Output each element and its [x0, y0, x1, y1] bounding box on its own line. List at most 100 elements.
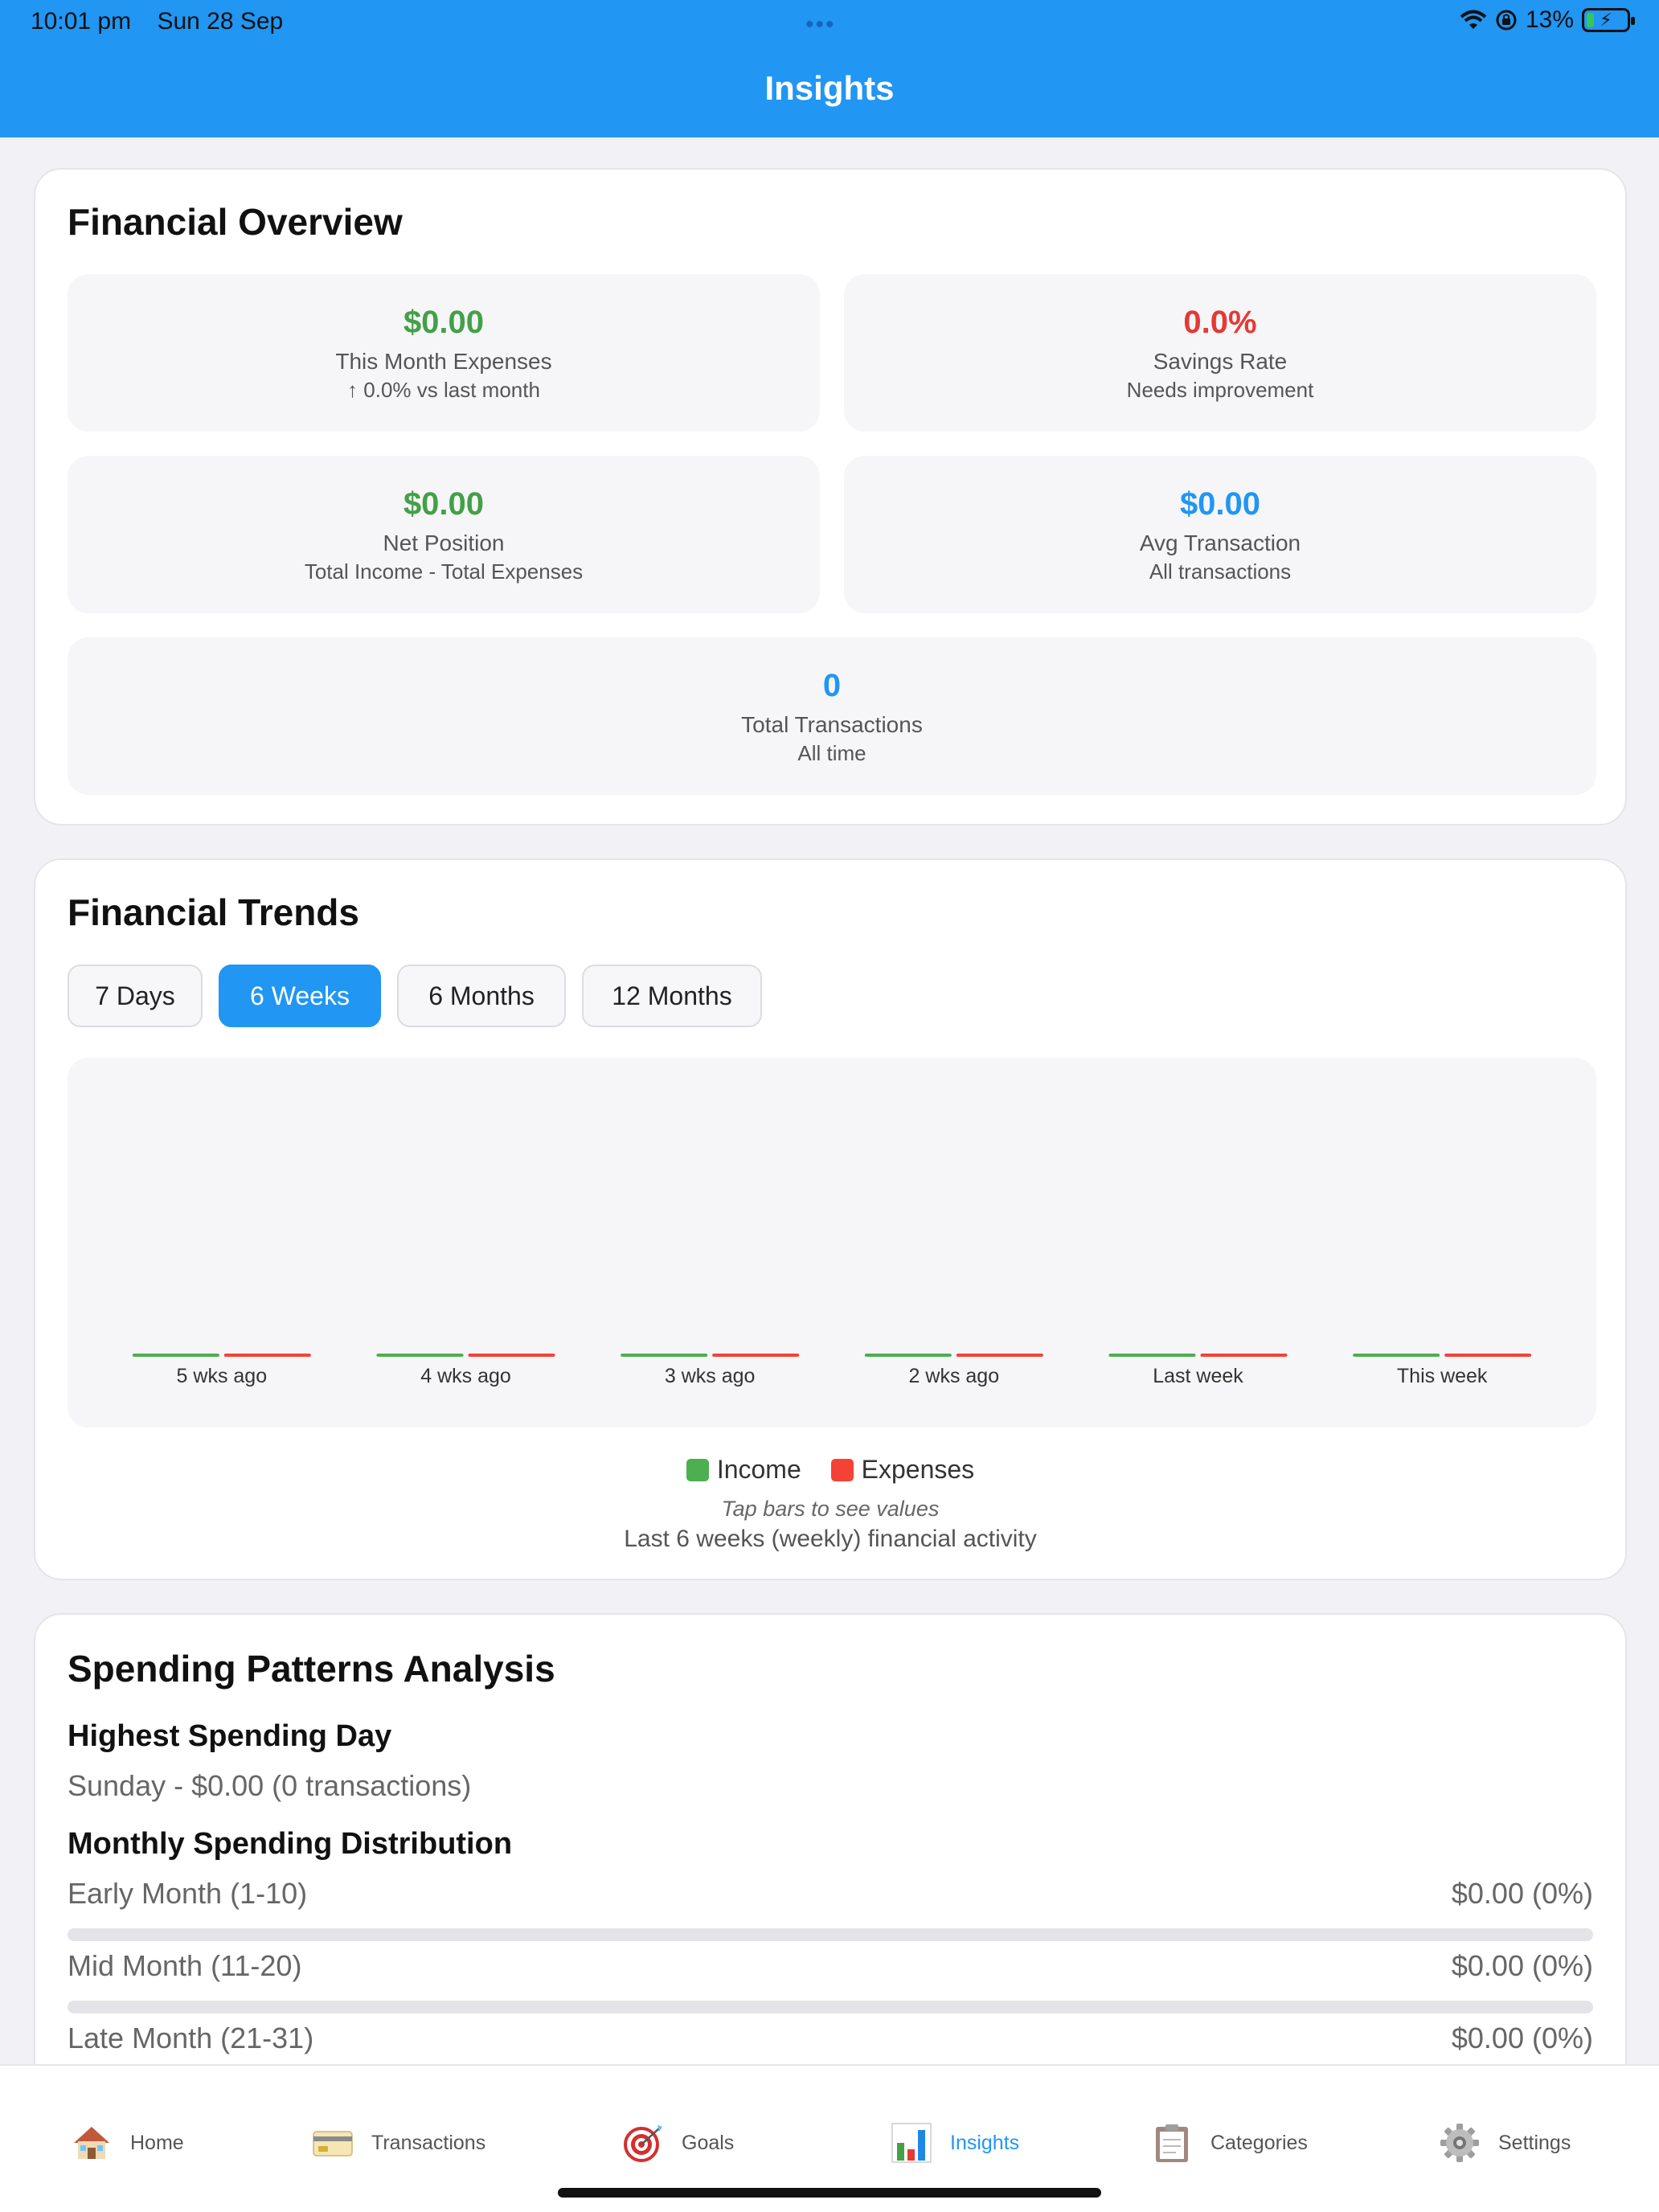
app-header: 10:01 pm Sun 28 Sep ••• 13% ⚡ Insights [0, 0, 1659, 137]
distribution-amount: $0.00 (0%) [1451, 1877, 1593, 1910]
bar-expenses[interactable] [712, 1354, 800, 1357]
legend-expenses: Expenses [830, 1455, 974, 1484]
net-position-label: Net Position [383, 530, 505, 555]
spending-patterns-title: Spending Patterns Analysis [68, 1648, 555, 1690]
net-position-value: $0.00 [403, 486, 485, 522]
tab-12-months[interactable]: 12 Months [582, 965, 762, 1027]
trends-chart: 5 wks ago 4 wks ago 3 wks ago 2 wks ago Last… [68, 1058, 1596, 1428]
home-indicator[interactable] [558, 2188, 1101, 2198]
avg-transaction-note: All transactions [1149, 559, 1292, 584]
legend-income-label: Income [716, 1455, 801, 1484]
tab-7-days[interactable]: 7 Days [68, 965, 203, 1027]
nav-goals[interactable]: Goals [622, 2122, 734, 2164]
chart-caption: Last 6 weeks (weekly) financial activity [624, 1526, 1037, 1552]
x-tick-label: Last week [1153, 1365, 1243, 1387]
distribution-label: Early Month (1-10) [68, 1877, 308, 1910]
distribution-row-early: Early Month (1-10) $0.00 (0%) [68, 1877, 1593, 1911]
distribution-amount: $0.00 (0%) [1451, 2022, 1593, 2054]
orientation-lock-icon [1496, 10, 1517, 31]
bar-income[interactable] [621, 1354, 708, 1357]
status-bar-left: 10:01 pm Sun 28 Sep [31, 8, 302, 35]
status-time: 10:01 pm [31, 8, 132, 35]
nav-categories-label: Categories [1210, 2131, 1308, 2154]
distribution-amount: $0.00 (0%) [1451, 1949, 1593, 1982]
tab-6-weeks[interactable]: 6 Weeks [219, 965, 381, 1027]
status-bar-right: 13% ⚡ [1460, 6, 1635, 34]
clipboard-icon [1156, 2124, 1188, 2162]
bar-expenses[interactable] [468, 1354, 555, 1357]
bar-expenses[interactable] [1200, 1354, 1288, 1357]
bottom-tab-bar: Home Transactions Goals Insights [0, 2064, 1659, 2212]
financial-trends-card: Financial Trends 7 Days 6 Weeks 6 Months… [34, 858, 1627, 1580]
x-tick-label: This week [1397, 1365, 1488, 1387]
nav-settings[interactable]: Settings [1439, 2122, 1571, 2164]
tab-6-months[interactable]: 6 Months [397, 965, 566, 1027]
spending-patterns-card: Spending Patterns Analysis Highest Spend… [34, 1613, 1627, 2095]
x-tick-label: 4 wks ago [420, 1365, 511, 1387]
chart-legend: Income Expenses [35, 1455, 1625, 1485]
bar-expenses[interactable] [1444, 1354, 1532, 1357]
bar-income[interactable] [1353, 1354, 1440, 1357]
total-transactions-note: All time [797, 741, 866, 765]
distribution-bar-early [68, 1928, 1593, 1941]
financial-overview-card: Financial Overview $0.00 This Month Expe… [34, 168, 1627, 825]
bar-income[interactable] [864, 1354, 952, 1357]
page-title: Insights [764, 69, 895, 107]
chart-hint: Tap bars to see values [721, 1497, 940, 1521]
bar-income[interactable] [376, 1354, 464, 1357]
nav-transactions[interactable]: Transactions [312, 2122, 485, 2164]
x-tick-label: 3 wks ago [665, 1365, 756, 1387]
x-tick-label: 5 wks ago [177, 1365, 268, 1387]
net-position-note: Total Income - Total Expenses [304, 559, 584, 584]
highest-spending-day-text: Sunday - $0.00 (0 transactions) [68, 1769, 472, 1802]
bar-expenses[interactable] [956, 1354, 1043, 1357]
avg-transaction-label: Avg Transaction [1139, 530, 1301, 555]
distribution-label: Mid Month (11-20) [68, 1949, 302, 1982]
avg-transaction-value: $0.00 [1179, 486, 1261, 522]
highest-spending-day-title: Highest Spending Day [68, 1719, 392, 1753]
nav-insights-label: Insights [950, 2131, 1020, 2154]
distribution-label: Late Month (21-31) [68, 2022, 314, 2054]
nav-transactions-label: Transactions [371, 2131, 486, 2154]
battery-percent: 13% [1525, 6, 1574, 33]
bar-income[interactable] [1108, 1354, 1196, 1357]
battery-icon: ⚡ [1582, 8, 1635, 32]
financial-trends-title: Financial Trends [68, 891, 359, 933]
credit-card-icon [313, 2131, 353, 2157]
total-transactions-stat: 0 Total Transactions All time [68, 637, 1596, 795]
month-expenses-stat: $0.00 This Month Expenses ↑ 0.0% vs last… [68, 274, 820, 432]
net-position-stat: $0.00 Net Position Total Income - Total … [68, 456, 820, 613]
multitasking-dots[interactable]: ••• [805, 11, 836, 38]
trends-chart-svg: 5 wks ago 4 wks ago 3 wks ago 2 wks ago Last… [132, 1354, 1532, 1387]
savings-rate-label: Savings Rate [1153, 349, 1288, 374]
bar-expenses[interactable] [223, 1354, 311, 1357]
status-date: Sun 28 Sep [157, 8, 284, 35]
legend-income: Income [686, 1455, 801, 1484]
month-expenses-label: This Month Expenses [335, 349, 552, 374]
gear-icon [1440, 2124, 1479, 2162]
legend-income-swatch [686, 1459, 709, 1481]
nav-settings-label: Settings [1498, 2131, 1571, 2154]
month-expenses-value: $0.00 [403, 305, 485, 340]
distribution-row-mid: Mid Month (11-20) $0.00 (0%) [68, 1949, 1593, 1983]
nav-home[interactable]: Home [71, 2122, 184, 2164]
bar-chart-icon [891, 2123, 932, 2163]
distribution-bar-mid [68, 2001, 1593, 2013]
avg-transaction-stat: $0.00 Avg Transaction All transactions [844, 456, 1596, 613]
monthly-distribution-title: Monthly Spending Distribution [68, 1827, 513, 1861]
nav-home-label: Home [130, 2131, 184, 2154]
savings-rate-value: 0.0% [1183, 305, 1257, 340]
distribution-row-late: Late Month (21-31) $0.00 (0%) [68, 2022, 1593, 2055]
nav-insights[interactable]: Insights [891, 2122, 1019, 2164]
savings-rate-note: Needs improvement [1126, 378, 1314, 402]
financial-overview-title: Financial Overview [68, 201, 403, 243]
bar-income[interactable] [132, 1354, 219, 1357]
target-icon [624, 2125, 662, 2162]
savings-rate-stat: 0.0% Savings Rate Needs improvement [844, 274, 1596, 432]
nav-goals-label: Goals [682, 2131, 735, 2154]
total-transactions-value: 0 [822, 668, 842, 703]
nav-categories[interactable]: Categories [1151, 2122, 1308, 2164]
x-tick-label: 2 wks ago [909, 1365, 1000, 1387]
house-icon [74, 2127, 109, 2159]
legend-expenses-swatch [830, 1459, 854, 1481]
